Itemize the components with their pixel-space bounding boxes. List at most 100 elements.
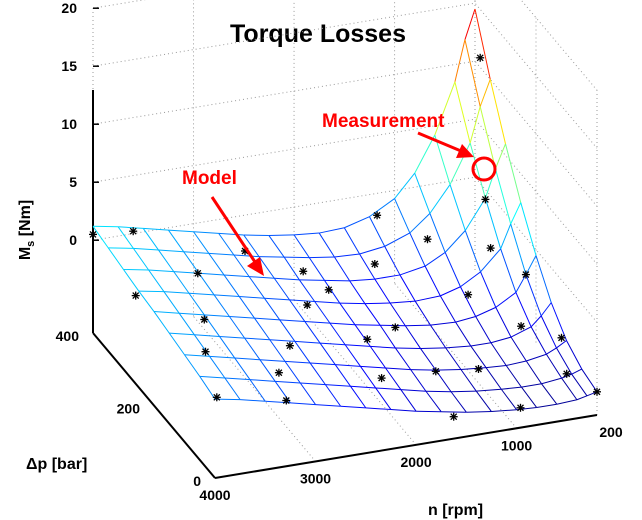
surface-mesh-segment	[455, 321, 472, 347]
surface-mesh-segment	[425, 390, 442, 412]
surface-mesh-segment	[169, 332, 195, 336]
surface-mesh-segment	[334, 256, 351, 282]
surface-mesh-segment	[510, 336, 527, 362]
surface-mesh-segment	[184, 354, 210, 357]
surface-mesh-segment	[460, 369, 477, 392]
surface-mesh-segment	[334, 253, 360, 258]
surface-mesh-segment	[546, 347, 557, 355]
surface-mesh-segment	[581, 368, 598, 393]
surface-mesh-segment	[424, 251, 446, 267]
surface-mesh-segment	[173, 271, 190, 294]
surface-mesh-segment	[309, 362, 326, 385]
surface-mesh-segment	[429, 213, 446, 253]
surface-mesh-segment	[345, 344, 371, 347]
surface-mesh-segment	[244, 337, 270, 341]
surface-mesh-segment	[258, 256, 275, 279]
measurement-point	[193, 269, 202, 278]
surface-mesh-segment	[304, 320, 330, 324]
surface-mesh-segment	[279, 319, 305, 322]
surface-mesh-segment	[158, 249, 184, 253]
surface-mesh-segment	[349, 280, 366, 304]
surface-mesh-segment	[199, 375, 225, 379]
measurement-point	[481, 195, 490, 204]
surface-mesh-segment	[198, 272, 225, 276]
surface-mesh-segment	[374, 278, 391, 304]
measurement-point	[464, 290, 473, 299]
surface-mesh-segment	[293, 234, 310, 258]
surface-mesh-segment	[491, 409, 517, 413]
surface-mesh-segment	[319, 227, 345, 234]
surface-mesh-segment	[501, 386, 522, 390]
surface-mesh-segment	[184, 354, 201, 377]
surface-mesh-segment	[464, 39, 481, 107]
surface-mesh-segment	[340, 405, 366, 409]
model-surface	[92, 8, 598, 413]
measurement-point	[89, 230, 97, 239]
surface-mesh-segment	[183, 251, 200, 274]
surface-mesh-segment	[399, 274, 416, 302]
surface-mesh-segment	[521, 386, 538, 408]
measurement-point	[303, 301, 312, 309]
surface-mesh-segment	[349, 278, 375, 282]
surface-mesh-segment	[204, 314, 230, 318]
surface-mesh-segment	[299, 382, 316, 405]
surface-mesh-segment	[279, 319, 296, 342]
surface-mesh-segment	[556, 347, 573, 375]
surface-mesh-segment	[464, 8, 476, 40]
surface-mesh-segment	[318, 232, 335, 258]
surface-mesh-segment	[459, 286, 477, 317]
surface-mesh-segment	[494, 143, 506, 169]
measurement-point	[370, 260, 379, 268]
surface-mesh-segment	[486, 365, 507, 369]
surface-mesh-segment	[324, 280, 341, 304]
surface-mesh-segment	[274, 381, 291, 404]
surface-mesh-segment	[294, 232, 320, 236]
surface-mesh-segment	[294, 341, 311, 364]
measurement-point	[391, 323, 400, 332]
y-axis-label: Δp [bar]	[26, 456, 87, 473]
surface-mesh-segment	[394, 198, 411, 234]
surface-mesh-segment	[556, 399, 578, 405]
surface-mesh-segment	[138, 290, 155, 312]
surface-mesh-segment	[299, 279, 316, 302]
surface-mesh-segment	[208, 252, 234, 256]
z-label-sub: s	[25, 241, 37, 247]
surface-mesh-segment	[248, 276, 265, 299]
surface-mesh-segment	[450, 391, 467, 413]
surface-mesh-segment	[193, 231, 210, 254]
measurement-point	[285, 341, 294, 350]
measurement-point	[593, 387, 601, 396]
surface-mesh-segment	[451, 390, 477, 393]
surface-mesh-segment	[510, 202, 522, 225]
surface-mesh-segment	[153, 311, 170, 334]
model-annotation: Model	[182, 168, 264, 276]
measurement-point	[274, 368, 283, 377]
model-arrow-line	[210, 196, 257, 263]
measurement-label: Measurement	[322, 111, 445, 132]
surface-mesh-segment	[541, 377, 562, 385]
surface-mesh-segment	[530, 326, 547, 355]
surface-mesh-segment	[399, 265, 426, 276]
surface-mesh-segment	[480, 248, 502, 273]
surface-mesh-segment	[259, 359, 286, 362]
surface-mesh-segment	[350, 385, 367, 409]
surface-mesh-segment	[269, 339, 295, 342]
x-tick-label: 4000	[199, 487, 230, 503]
surface-mesh-segment	[484, 198, 502, 249]
surface-mesh-segment	[194, 334, 220, 337]
surface-mesh-segment	[213, 294, 230, 317]
surface-mesh-segment	[429, 184, 451, 214]
measurement-point	[200, 315, 209, 324]
surface-mesh-segment	[148, 269, 174, 273]
surface-mesh-segment	[234, 357, 251, 380]
measurement-point	[449, 412, 458, 421]
x-axis-label: n [rpm]	[428, 502, 483, 519]
surface-mesh-segment	[314, 301, 331, 324]
surface-mesh-segment	[394, 172, 416, 199]
z-label-main: M	[17, 247, 34, 260]
surface-mesh-segment	[375, 387, 392, 410]
surface-mesh-segment	[239, 296, 265, 299]
surface-mesh-segment	[485, 367, 502, 390]
surface-mesh-segment	[464, 197, 486, 231]
surface-mesh-segment	[520, 202, 537, 256]
